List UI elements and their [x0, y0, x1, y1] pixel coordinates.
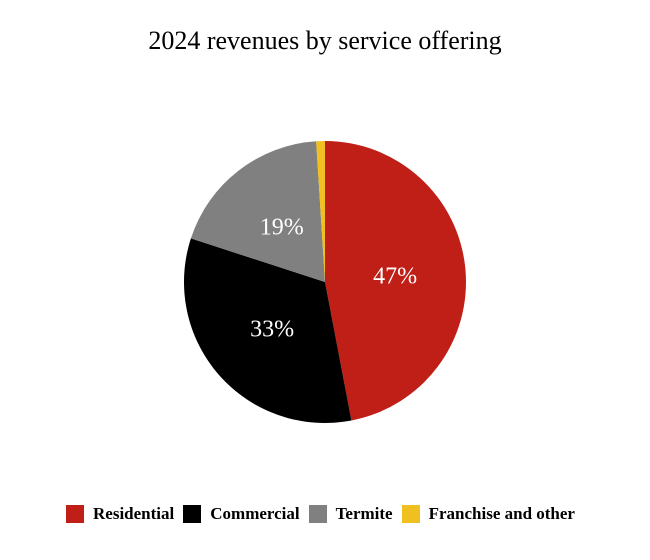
legend-label: Franchise and other: [428, 504, 575, 523]
legend-swatch: [183, 505, 202, 523]
legend-item: Termite: [308, 504, 393, 524]
pie-slice-termite: [190, 141, 325, 282]
legend-label: Commercial: [210, 504, 300, 523]
chart-title: 2024 revenues by service offering: [148, 26, 502, 55]
legend-label: Residential: [93, 504, 175, 523]
pie-slice-franchise-and-other: [316, 141, 325, 282]
pie-slice-residential: [325, 141, 466, 421]
legend-swatch: [308, 505, 327, 523]
legend: Residential Commercial Termite Franchise an…: [0, 504, 650, 524]
data-label: 47%: [373, 263, 417, 289]
data-label: 19%: [260, 214, 304, 240]
legend-item: Residential: [66, 504, 174, 524]
legend-swatch: [401, 505, 420, 523]
legend-item: Commercial: [183, 504, 300, 524]
data-label: 33%: [250, 317, 294, 343]
legend-item: Franchise and other: [401, 504, 575, 524]
pie-slice-commercial: [183, 238, 352, 423]
legend-swatch: [66, 505, 85, 523]
pie-chart: 47% 33% 19%: [183, 141, 466, 423]
legend-label: Termite: [335, 504, 393, 523]
